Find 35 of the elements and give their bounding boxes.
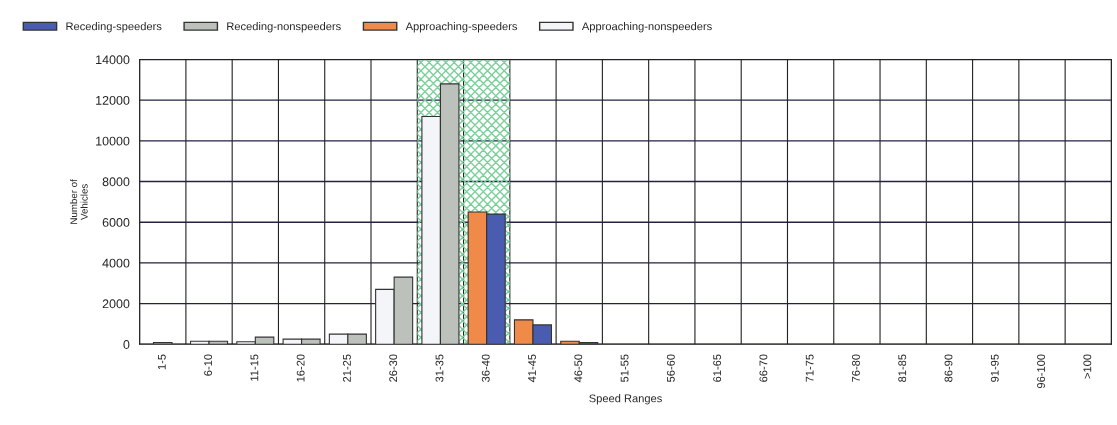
legend-label: Approaching-nonspeeders bbox=[581, 22, 712, 33]
x-tick-label: 61-65 bbox=[713, 354, 722, 382]
y-tick-label: 10000 bbox=[96, 136, 130, 146]
x-tick-label: >100 bbox=[1083, 354, 1092, 379]
x-tick-label: 71-75 bbox=[805, 354, 814, 382]
y-tick-label: 2000 bbox=[102, 299, 130, 309]
x-tick-label: 1-5 bbox=[157, 354, 166, 370]
x-tick-label: 16-20 bbox=[296, 354, 305, 382]
y-tick-label: 8000 bbox=[102, 177, 130, 187]
legend-label: Receding-nonspeeders bbox=[227, 22, 341, 33]
x-tick-label: 66-70 bbox=[759, 354, 768, 382]
y-axis-title: Number of Vehicles bbox=[70, 179, 88, 224]
y-tick-label: 4000 bbox=[102, 258, 130, 268]
x-tick-label: 96-100 bbox=[1037, 354, 1045, 389]
y-tick-label: 0 bbox=[123, 340, 130, 349]
x-tick-label: 46-50 bbox=[574, 354, 583, 383]
x-tick-label: 6-10 bbox=[204, 354, 213, 376]
x-tick-label: 21-25 bbox=[342, 354, 351, 382]
x-tick-label: 51-55 bbox=[620, 354, 629, 382]
y-tick-label: 6000 bbox=[102, 218, 130, 227]
x-tick-label: 91-95 bbox=[990, 354, 999, 382]
x-tick-label: 31-35 bbox=[435, 354, 444, 382]
x-tick-label: 81-85 bbox=[898, 354, 907, 382]
x-tick-label: 76-80 bbox=[852, 354, 860, 382]
x-tick-label: 86-90 bbox=[944, 354, 953, 382]
x-tick-label: 41-45 bbox=[528, 354, 536, 383]
x-tick-label: 36-40 bbox=[481, 354, 490, 382]
x-tick-label: 11-15 bbox=[250, 354, 259, 381]
x-axis-title: Speed Ranges bbox=[589, 394, 662, 405]
legend-label: Receding-speeders bbox=[66, 22, 162, 33]
y-tick-label: 14000 bbox=[96, 55, 130, 65]
legend-label: Approaching-speeders bbox=[405, 22, 518, 33]
x-tick-label: 56-60 bbox=[666, 354, 675, 382]
x-tick-label: 26-30 bbox=[389, 354, 398, 382]
y-tick-label: 12000 bbox=[96, 95, 130, 105]
